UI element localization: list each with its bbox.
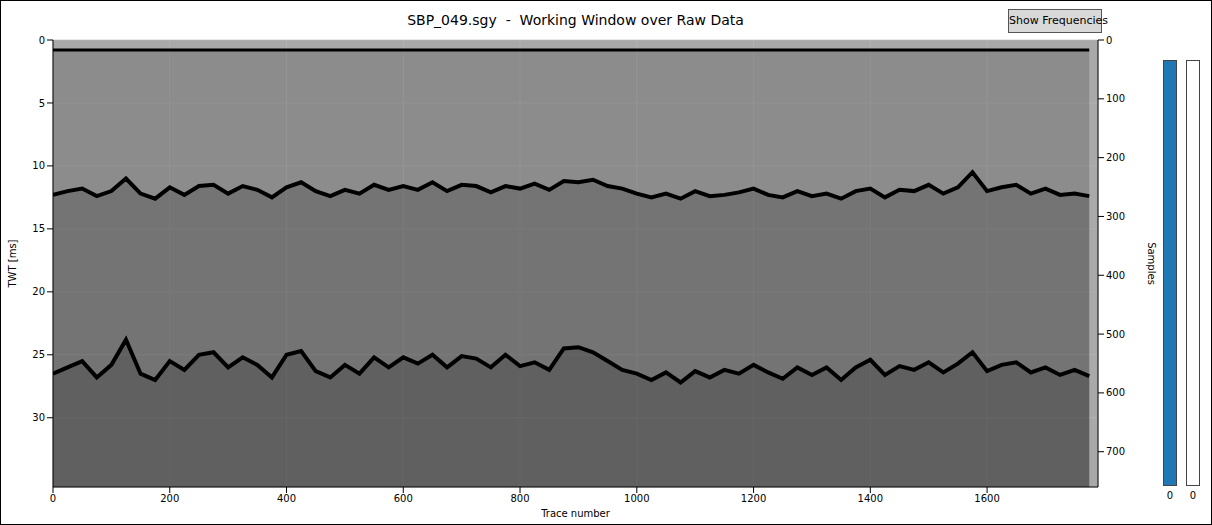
html-text:Show Frequencies: Show Frequencies (1009, 14, 1109, 27)
html-text:SBP_049.sgy - Working Window o: SBP_049.sgy - Working Window over Raw Da… (407, 12, 744, 28)
svg-text:600: 600 (394, 493, 413, 504)
svg-text:1600: 1600 (974, 493, 999, 504)
svg-text:200: 200 (1106, 152, 1125, 163)
svg-text:100: 100 (1106, 93, 1125, 104)
svg-text:700: 700 (1106, 446, 1125, 457)
svg-text:Trace number: Trace number (540, 508, 611, 519)
svg-text:400: 400 (277, 493, 296, 504)
svg-text:10: 10 (32, 160, 45, 171)
svg-text:0: 0 (39, 35, 45, 46)
svg-text:600: 600 (1106, 387, 1125, 398)
svg-text:500: 500 (1106, 329, 1125, 340)
svg-text:400: 400 (1106, 270, 1125, 281)
svg-text:TWT [ms]: TWT [ms] (7, 239, 18, 288)
svg-text:20: 20 (32, 286, 45, 297)
svg-text:1000: 1000 (624, 493, 649, 504)
html-text:0: 0 (1166, 490, 1174, 501)
svg-text:200: 200 (160, 493, 179, 504)
svg-text:Samples: Samples (1146, 242, 1157, 285)
svg-text:0: 0 (1106, 35, 1112, 46)
svg-text:1200: 1200 (741, 493, 766, 504)
svg-text:25: 25 (32, 349, 45, 360)
svg-text:300: 300 (1106, 211, 1125, 222)
svg-text:1400: 1400 (858, 493, 883, 504)
html-text:0: 0 (1189, 490, 1197, 501)
svg-text:5: 5 (39, 98, 45, 109)
svg-text:800: 800 (510, 493, 529, 504)
svg-text:30: 30 (32, 412, 45, 423)
svg-text:0: 0 (50, 493, 56, 504)
svg-text:15: 15 (32, 223, 45, 234)
